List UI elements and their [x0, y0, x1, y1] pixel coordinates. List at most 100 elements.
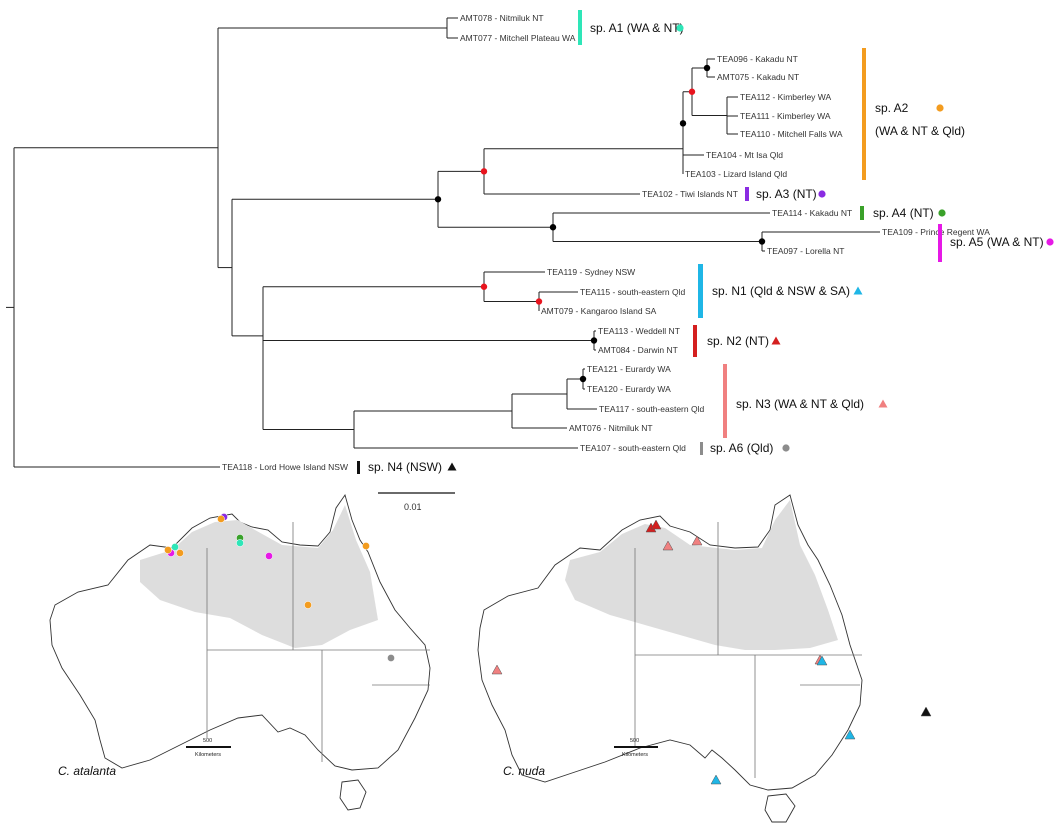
map-point-n1: [844, 729, 856, 740]
clade-n1: sp. N1 (Qld & NSW & SA): [698, 264, 863, 318]
map-point-a5: [265, 552, 273, 560]
node-support-marker-red: [480, 168, 488, 175]
clade-bar: [723, 364, 727, 438]
map-point-a2: [176, 549, 184, 557]
map-point-n1: [710, 774, 722, 785]
node-support-marker: [590, 337, 598, 344]
clade-circle-icon: [1046, 238, 1054, 246]
node-support-marker: [703, 64, 711, 72]
clade-label-region: (WA & NT & Qld): [875, 124, 965, 138]
map-scale-unit: Kilometers: [622, 752, 648, 758]
clade-bar: [700, 442, 703, 455]
clade-bar: [860, 206, 864, 220]
clade-a4: sp. A4 (NT): [860, 206, 946, 220]
clade-label: sp. N2 (NT): [707, 334, 769, 348]
tree-scale-bar: 0.01: [378, 492, 455, 512]
map-point-n4: [920, 706, 932, 717]
scale-bar-label: 0.01: [404, 502, 422, 512]
sample-points-c-nuda: [491, 519, 932, 785]
map-point-n3: [691, 535, 703, 546]
clade-label: sp. A3 (NT): [756, 187, 817, 201]
tip-label: TEA114 - Kakadu NT: [772, 208, 852, 218]
clade-label: sp. N1 (Qld & NSW & SA): [712, 284, 850, 298]
clade-n4: sp. N4 (NSW): [357, 460, 457, 474]
clade-triangle-icon: [878, 399, 888, 408]
map-point-a1: [171, 543, 179, 551]
clade-triangle-icon: [447, 462, 457, 471]
map-point-n3: [662, 540, 674, 551]
clade-circle-icon: [938, 209, 946, 217]
node-support-marker-red: [688, 88, 696, 95]
tip-label: AMT077 - Mitchell Plateau WA: [460, 33, 576, 43]
map-point-n1: [816, 655, 828, 666]
tip-label: AMT079 - Kangaroo Island SA: [541, 306, 657, 316]
map-point-a2: [217, 515, 225, 523]
tip-label: TEA104 - Mt Isa Qld: [706, 150, 783, 160]
map-point-a6: [387, 654, 395, 662]
clade-a1: sp. A1 (WA & NT): [578, 10, 684, 45]
clade-circle-icon: [782, 444, 790, 452]
clade-label: sp. A5 (WA & NT): [950, 235, 1044, 249]
tip-label: TEA113 - Weddell NT: [598, 326, 680, 336]
clade-a2: sp. A2 (WA & NT & Qld): [862, 48, 965, 180]
map-point-n2: [650, 519, 662, 530]
tip-label: TEA103 - Lizard Island Qld: [685, 169, 787, 179]
state-borders: [634, 522, 862, 778]
map-scale-left: 500 Kilometers: [186, 738, 231, 758]
node-support-marker: [758, 238, 766, 245]
clade-label: sp. A1 (WA & NT): [590, 21, 684, 35]
tip-label: TEA120 - Eurardy WA: [587, 384, 671, 394]
map-species-name: C. atalanta: [58, 764, 116, 778]
clade-annotations: sp. A1 (WA & NT)sp. A2(WA & NT & Qld)sp.…: [357, 10, 1054, 474]
tip-label: AMT076 - Nitmiluk NT: [569, 423, 653, 433]
tip-label: AMT078 - Nitmiluk NT: [460, 13, 544, 23]
tip-label: AMT084 - Darwin NT: [598, 345, 678, 355]
clade-bar: [578, 10, 582, 45]
clade-label: sp. A4 (NT): [873, 206, 934, 220]
clade-n2: sp. N2 (NT): [693, 325, 781, 357]
phylogenetic-tree: AMT078 - Nitmiluk NT AMT077 - Mitchell Pl…: [6, 13, 990, 472]
node-support-marker: [579, 375, 587, 383]
clade-triangle-icon: [853, 286, 863, 295]
map-scale-value: 500: [203, 738, 212, 744]
clade-label: sp. N3 (WA & NT & Qld): [736, 397, 864, 411]
clade-label: sp. N4 (NSW): [368, 460, 442, 474]
map-scale-unit: Kilometers: [195, 752, 221, 758]
map-point-a2: [164, 546, 172, 554]
map-c-atalanta: 500 Kilometers C. atalanta: [49, 493, 431, 811]
clade-label: sp. A6 (Qld): [710, 441, 773, 455]
tip-label: TEA119 - Sydney NSW: [547, 267, 635, 277]
tip-label: TEA102 - Tiwi Islands NT: [642, 189, 738, 199]
clade-bar: [698, 264, 703, 318]
map-point-n3: [491, 664, 503, 675]
tasmania-outline: [339, 779, 367, 811]
node-support-marker-red: [480, 283, 488, 290]
map-scale-value: 500: [630, 738, 639, 744]
map-species-name: C. nuda: [503, 764, 545, 778]
clade-bar: [745, 187, 749, 201]
map-scale-right: 500 Kilometers: [614, 738, 658, 758]
clade-a5: sp. A5 (WA & NT): [938, 224, 1054, 262]
clade-n3: sp. N3 (WA & NT & Qld): [723, 364, 888, 438]
map-c-nuda: 500 Kilometers C. nuda: [477, 494, 932, 823]
tasmania-outline: [764, 793, 796, 823]
clade-circle-icon: [818, 190, 826, 198]
tip-label: TEA112 - Kimberley WA: [740, 92, 831, 102]
clade-label: sp. A2: [875, 101, 909, 115]
clade-a3: sp. A3 (NT): [745, 187, 826, 201]
tip-label: TEA111 - Kimberley WA: [740, 111, 831, 121]
clade-bar: [862, 48, 866, 180]
tip-label: TEA097 - Lorella NT: [767, 246, 844, 256]
state-borders: [206, 522, 430, 762]
tip-label: TEA109 - Prince Regent WA: [882, 227, 990, 237]
tip-label: TEA096 - Kakadu NT: [717, 54, 798, 64]
clade-bar: [357, 461, 360, 474]
tip-label: AMT075 - Kakadu NT: [717, 72, 799, 82]
clade-triangle-icon: [771, 336, 781, 345]
node-support-marker: [434, 196, 442, 203]
node-support-marker: [679, 120, 687, 127]
sample-points-c-atalanta: [164, 513, 395, 662]
tip-label: TEA121 - Eurardy WA: [587, 364, 671, 374]
clade-circle-icon: [936, 104, 944, 112]
